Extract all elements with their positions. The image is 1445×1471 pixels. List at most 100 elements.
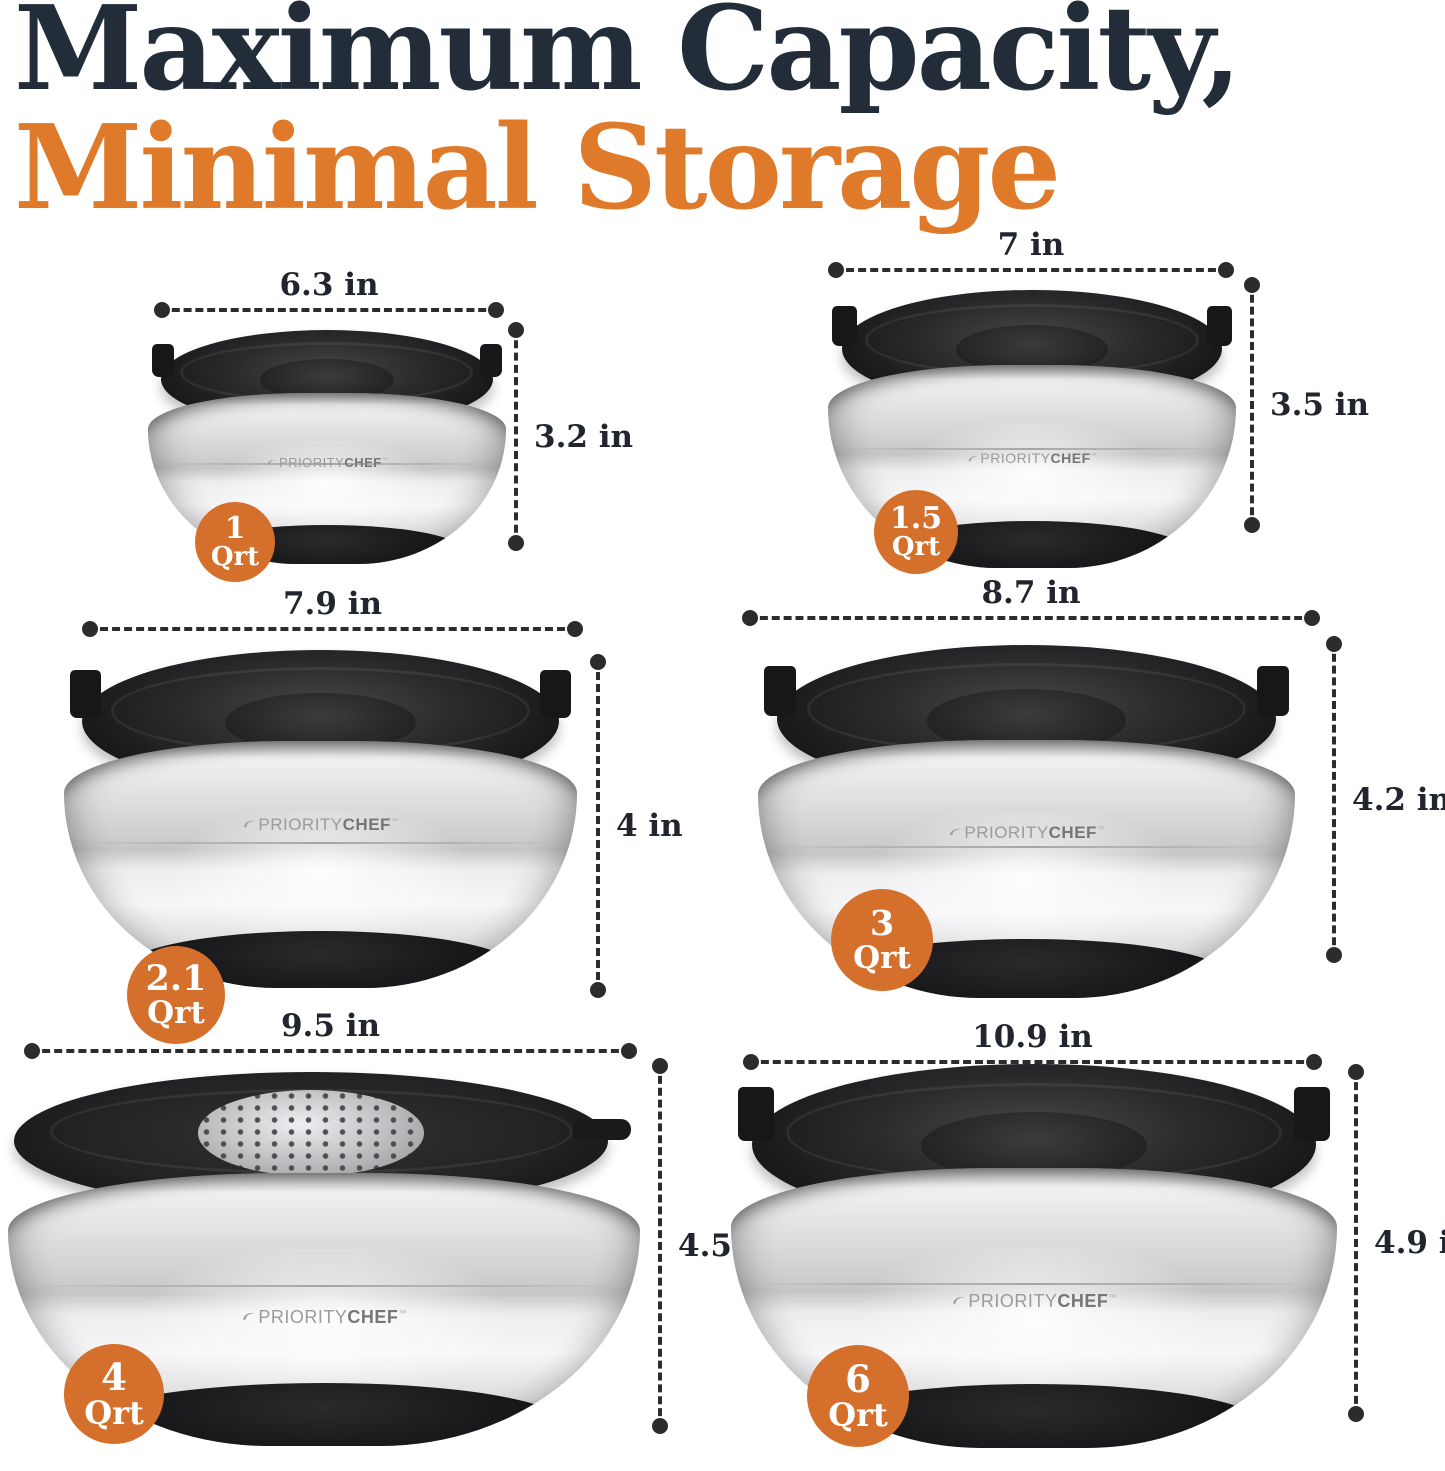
bowl-4qrt: PRIORITYCHEF™ 4 Qrt <box>8 1072 640 1446</box>
brand-suffix: CHEF <box>342 815 391 835</box>
capacity-value: 1 <box>224 510 246 546</box>
priority-chef-emblem-icon <box>951 1293 966 1308</box>
priority-chef-emblem-icon <box>266 456 277 467</box>
brand-logo: PRIORITYCHEF™ <box>758 823 1295 843</box>
steel-seam <box>774 845 1279 848</box>
capacity-value: 2.1 <box>145 957 207 999</box>
lid-pull-tab <box>571 1119 631 1140</box>
bowl-body: PRIORITYCHEF™ <box>64 741 577 988</box>
brand-suffix: CHEF <box>1050 450 1091 467</box>
capacity-badge-1-5qrt: 1.5 Qrt <box>874 490 958 574</box>
brand-logo: PRIORITYCHEF™ <box>828 450 1236 466</box>
lid-tab-right <box>1206 306 1232 347</box>
title-line-1: Maximum Capacity, <box>14 0 1242 117</box>
lid-tab-left <box>832 306 858 347</box>
brand-prefix: PRIORITY <box>258 815 343 835</box>
height-dimension-6qrt: 4.9 in <box>1348 1064 1445 1422</box>
width-dimension-1-5qrt: 7 in <box>828 227 1234 278</box>
capacity-unit: Qrt <box>853 940 911 977</box>
brand-prefix: PRIORITY <box>258 1306 348 1327</box>
brand-prefix: PRIORITY <box>980 450 1051 467</box>
brand-suffix: CHEF <box>1057 1291 1109 1311</box>
steel-sheen <box>156 810 485 954</box>
lid-tab-right <box>540 669 572 719</box>
bowl-body: PRIORITYCHEF™ <box>148 393 506 564</box>
width-dimension-4qrt: 9.5 in <box>24 1008 637 1059</box>
bowl-1-5qrt: PRIORITYCHEF™ 1.5 Qrt <box>828 290 1236 574</box>
trademark-symbol: ™ <box>1108 1293 1117 1302</box>
capacity-badge-6qrt: 6 Qrt <box>807 1345 909 1447</box>
steel-seam <box>79 842 562 845</box>
width-label: 8.7 in <box>981 575 1081 611</box>
height-label: 4 in <box>616 808 683 844</box>
width-label: 6.3 in <box>279 267 379 303</box>
height-label: 3.5 in <box>1270 387 1370 423</box>
width-dimension-1qrt: 6.3 in <box>154 267 504 318</box>
trademark-symbol: ™ <box>390 816 400 826</box>
height-dimension-1qrt: 3.2 in <box>508 322 633 551</box>
brand-logo: PRIORITYCHEF™ <box>148 455 506 470</box>
lid-tab-right <box>1256 665 1290 717</box>
bowl-3qrt: PRIORITYCHEF™ 3 Qrt <box>758 645 1295 998</box>
brand-suffix: CHEF <box>347 1306 399 1327</box>
capacity-badge-1qrt: 1 Qrt <box>195 502 275 582</box>
capacity-value: 6 <box>845 1357 871 1402</box>
lid-tab-left <box>151 343 174 378</box>
trademark-symbol: ™ <box>1096 824 1106 834</box>
capacity-value: 3 <box>869 902 895 944</box>
capacity-unit: Qrt <box>891 532 941 563</box>
capacity-value: 1.5 <box>889 500 943 536</box>
brand-suffix: CHEF <box>344 454 382 470</box>
brand-logo: PRIORITYCHEF™ <box>64 815 577 835</box>
priority-chef-emblem-icon <box>967 452 979 464</box>
steel-seam <box>840 448 1224 451</box>
height-dimension-2-1qrt: 4 in <box>590 654 683 998</box>
brand-logo: PRIORITYCHEF™ <box>8 1307 640 1328</box>
width-dimension-3qrt: 8.7 in <box>742 575 1320 626</box>
lid-tab-left <box>763 665 797 717</box>
height-label: 4.2 in <box>1352 781 1445 818</box>
height-label: 3.2 in <box>534 418 634 455</box>
capacity-unit: Qrt <box>84 1393 144 1432</box>
bowl-2-1qrt: PRIORITYCHEF™ 2.1 Qrt <box>64 650 577 1044</box>
trademark-symbol: ™ <box>1090 452 1098 460</box>
capacity-unit: Qrt <box>147 995 205 1032</box>
height-dimension-3qrt: 4.2 in <box>1326 636 1445 963</box>
width-dimension-2-1qrt: 7.9 in <box>82 586 583 637</box>
lid-tab-right <box>1293 1086 1331 1142</box>
priority-chef-emblem-icon <box>948 824 962 838</box>
brand-suffix: CHEF <box>1048 822 1097 842</box>
capacity-badge-2-1qrt: 2.1 Qrt <box>127 946 225 1044</box>
capacity-value: 4 <box>101 1355 127 1400</box>
width-label: 7 in <box>997 227 1065 263</box>
title-line-2: Minimal Storage <box>14 100 1061 237</box>
width-label: 10.9 in <box>972 1019 1093 1055</box>
width-label: 9.5 in <box>280 1008 381 1044</box>
lid-tab-left <box>737 1086 775 1142</box>
priority-chef-emblem-icon <box>241 1308 256 1323</box>
capacity-badge-4qrt: 4 Qrt <box>64 1344 164 1444</box>
width-label: 7.9 in <box>282 586 383 622</box>
lid-tab-right <box>480 343 503 378</box>
capacity-badge-3qrt: 3 Qrt <box>831 889 933 991</box>
width-dimension-6qrt: 10.9 in <box>743 1019 1322 1070</box>
bowl-6qrt: PRIORITYCHEF™ 6 Qrt <box>731 1064 1337 1448</box>
steel-sheen <box>121 1249 527 1408</box>
bowl-1qrt: PRIORITYCHEF™ 1 Qrt <box>148 330 506 582</box>
trademark-symbol: ™ <box>398 1308 407 1318</box>
trademark-symbol: ™ <box>381 457 389 464</box>
height-label: 4.9 in <box>1374 1225 1445 1261</box>
height-dimension-4qrt: 4.5 in <box>652 1058 777 1434</box>
bowl-body: PRIORITYCHEF™ <box>758 740 1295 998</box>
steel-seam <box>158 463 496 466</box>
capacity-unit: Qrt <box>210 542 260 573</box>
priority-chef-emblem-icon <box>242 817 256 831</box>
steel-seam <box>749 1282 1319 1285</box>
steel-seam <box>26 1284 622 1287</box>
page-title: Maximum Capacity, Minimal Storage <box>14 0 1242 237</box>
height-dimension-1-5qrt: 3.5 in <box>1244 277 1369 533</box>
brand-prefix: PRIORITY <box>964 822 1049 842</box>
grater-insert <box>198 1089 425 1176</box>
brand-logo: PRIORITYCHEF™ <box>731 1291 1337 1312</box>
